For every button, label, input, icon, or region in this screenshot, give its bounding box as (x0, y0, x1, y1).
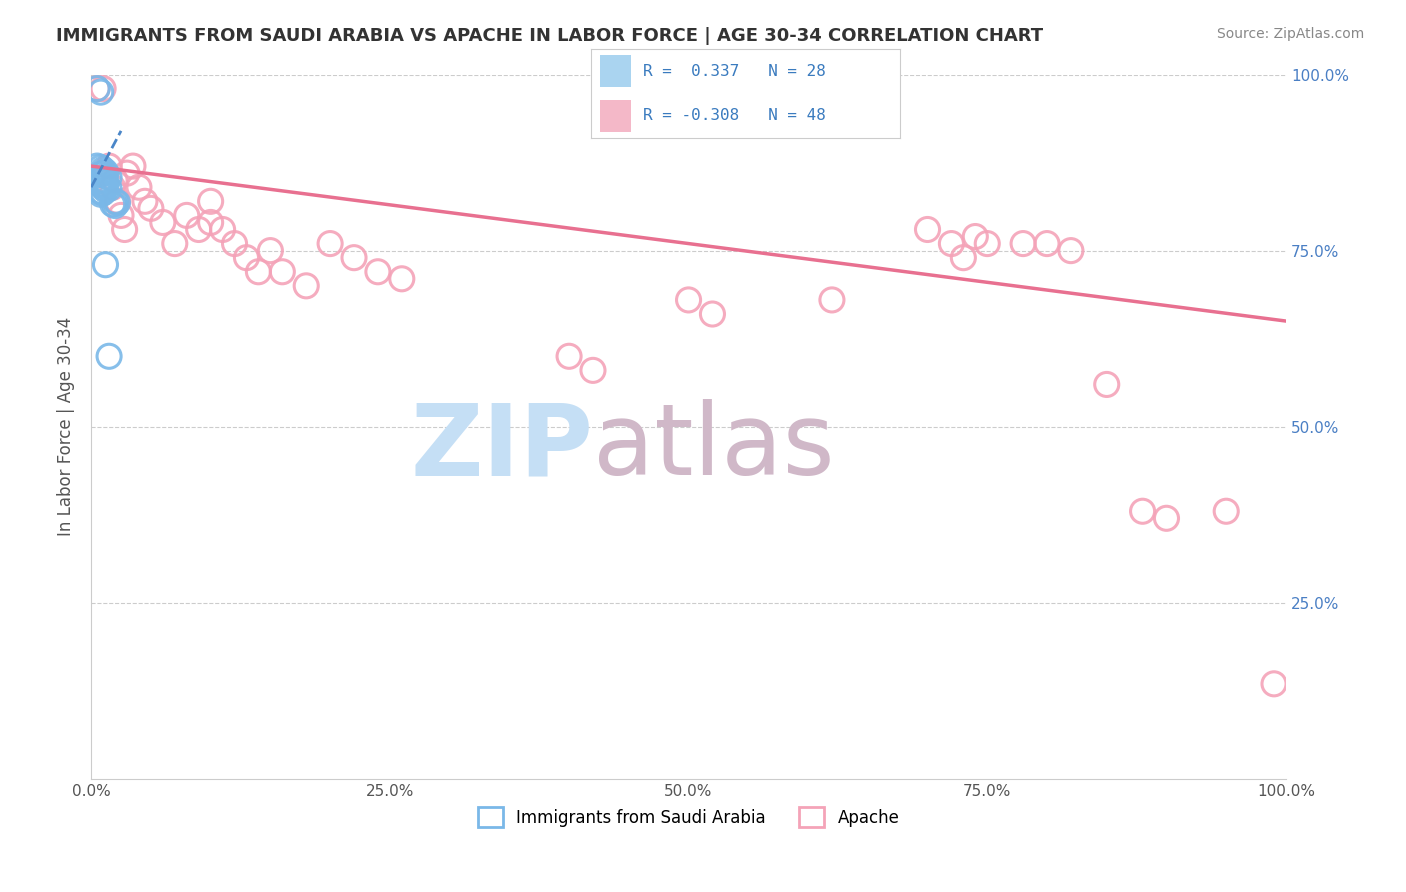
Point (139, 202, 162, 216)
Point (1060, 244, 1083, 258)
Point (114, 222, 136, 236)
Point (91, 176, 114, 190)
Point (98, 159, 121, 173)
Point (965, 229, 987, 244)
Point (101, 180, 124, 194)
Point (391, 272, 413, 286)
Point (187, 222, 209, 236)
Point (367, 265, 389, 279)
Text: R =  0.337   N = 28: R = 0.337 N = 28 (643, 64, 825, 78)
Point (941, 236, 963, 251)
Text: R = -0.308   N = 48: R = -0.308 N = 48 (643, 109, 825, 123)
Point (98, 170, 121, 185)
Point (917, 222, 939, 236)
Point (91, 162, 114, 177)
Text: atlas: atlas (593, 400, 835, 496)
Point (104, 198, 127, 212)
Point (104, 173, 127, 187)
Point (976, 236, 998, 251)
Point (90, 173, 112, 187)
Point (1215, 504, 1237, 518)
FancyBboxPatch shape (600, 100, 631, 132)
Point (86, 81, 108, 95)
Point (91, 171, 114, 186)
Point (224, 236, 246, 251)
Text: Source: ZipAtlas.com: Source: ZipAtlas.com (1216, 27, 1364, 41)
Point (259, 244, 281, 258)
Point (235, 251, 257, 265)
Point (211, 222, 233, 236)
Point (107, 195, 129, 210)
Point (1036, 236, 1059, 251)
Point (678, 293, 700, 307)
Point (821, 293, 844, 307)
Point (86, 81, 108, 95)
Point (952, 251, 974, 265)
Point (90, 161, 112, 175)
Point (115, 166, 138, 180)
Point (90, 185, 112, 199)
Point (295, 278, 318, 293)
Point (90, 168, 112, 182)
Text: ZIP: ZIP (411, 400, 593, 496)
Point (98, 181, 121, 195)
FancyBboxPatch shape (600, 55, 631, 87)
Point (1263, 677, 1285, 691)
Point (176, 208, 198, 222)
Point (94, 175, 117, 189)
Point (91, 180, 114, 194)
Point (94, 165, 117, 179)
Point (343, 251, 366, 265)
Point (122, 159, 145, 173)
Point (319, 236, 342, 251)
Point (1132, 504, 1154, 518)
Text: IMMIGRANTS FROM SAUDI ARABIA VS APACHE IN LABOR FORCE | AGE 30-34 CORRELATION CH: IMMIGRANTS FROM SAUDI ARABIA VS APACHE I… (56, 27, 1043, 45)
Point (86, 159, 108, 173)
Point (247, 265, 270, 279)
Point (94, 183, 117, 197)
Point (200, 215, 222, 229)
Point (104, 194, 127, 209)
Point (558, 349, 581, 363)
Point (90, 178, 112, 192)
Point (1095, 377, 1118, 392)
Point (152, 215, 174, 229)
Point (94, 178, 117, 193)
Legend: Immigrants from Saudi Arabia, Apache: Immigrants from Saudi Arabia, Apache (471, 800, 905, 834)
Point (200, 194, 222, 209)
Point (101, 197, 124, 211)
Point (98, 349, 121, 363)
Point (582, 363, 605, 377)
Point (107, 194, 129, 209)
Point (91, 166, 114, 180)
Point (94, 258, 117, 272)
Point (91, 81, 114, 95)
Point (91, 186, 114, 200)
Point (90, 187, 112, 202)
Y-axis label: In Labor Force | Age 30-34: In Labor Force | Age 30-34 (58, 317, 75, 536)
Point (1156, 511, 1178, 525)
Point (90, 85, 112, 99)
Point (134, 194, 156, 209)
Point (110, 208, 132, 222)
Point (271, 265, 294, 279)
Point (163, 236, 186, 251)
Point (1012, 236, 1035, 251)
Point (702, 307, 724, 321)
Point (128, 180, 150, 194)
Point (94, 169, 117, 183)
